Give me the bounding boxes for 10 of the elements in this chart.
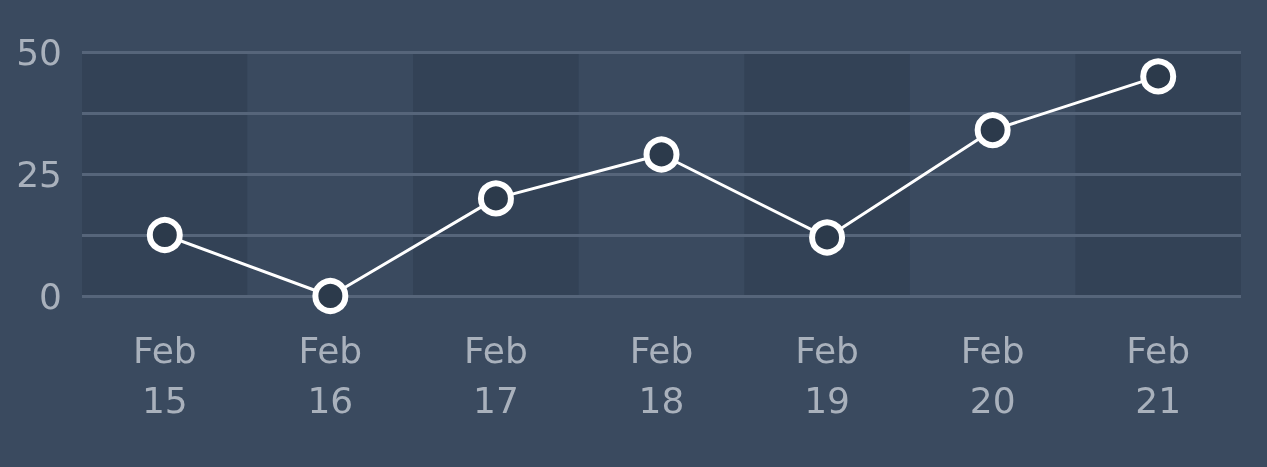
x-tick-label: Feb 17 [464,329,528,421]
y-tick-label: 0 [39,275,62,317]
x-tick-label: Feb 15 [132,329,197,421]
y-tick-label: 25 [16,153,62,195]
x-tick-label: Feb 18 [629,329,694,421]
x-tick-label: Feb 20 [960,329,1025,421]
x-tick-label: Feb 16 [298,329,363,421]
x-tick-label: Feb 21 [1126,329,1191,421]
x-tick-label: Feb 19 [795,329,859,421]
y-tick-label: 50 [16,31,62,73]
